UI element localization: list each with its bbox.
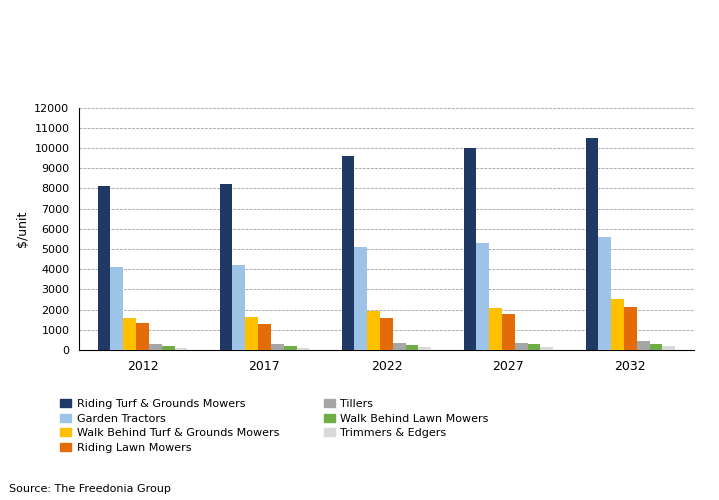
Bar bbox=[296, 348, 309, 350]
Bar bbox=[220, 184, 232, 350]
Bar bbox=[380, 318, 393, 350]
Bar bbox=[162, 346, 175, 350]
Bar bbox=[662, 346, 675, 350]
Bar bbox=[585, 138, 598, 350]
Bar bbox=[245, 316, 258, 350]
Bar bbox=[393, 343, 406, 350]
Bar bbox=[464, 148, 477, 350]
Y-axis label: $/unit: $/unit bbox=[16, 210, 29, 247]
Bar bbox=[477, 243, 489, 350]
Bar bbox=[136, 322, 149, 350]
Bar bbox=[354, 247, 367, 350]
Bar bbox=[624, 306, 637, 350]
Bar bbox=[637, 341, 650, 350]
Bar bbox=[284, 346, 296, 350]
Bar bbox=[528, 344, 541, 350]
Bar bbox=[489, 308, 502, 350]
Bar bbox=[650, 344, 662, 350]
Bar bbox=[98, 186, 111, 350]
Text: Figure 3-7.
Selected Power Lawn & Garden Equipment Pricing,
2012, 2017, 2022, 20: Figure 3-7. Selected Power Lawn & Garden… bbox=[9, 4, 309, 70]
Bar bbox=[271, 344, 284, 350]
Bar bbox=[598, 237, 611, 350]
Bar bbox=[149, 344, 162, 350]
Bar bbox=[418, 347, 431, 350]
Bar bbox=[258, 324, 271, 350]
Text: Source: The Freedonia Group: Source: The Freedonia Group bbox=[9, 484, 170, 494]
Bar bbox=[502, 314, 515, 350]
Bar bbox=[111, 267, 123, 350]
Bar bbox=[342, 156, 354, 350]
Bar bbox=[541, 347, 553, 350]
Bar bbox=[515, 343, 528, 350]
Bar bbox=[406, 345, 418, 350]
Bar bbox=[232, 265, 245, 350]
Bar bbox=[123, 318, 136, 350]
Text: Freedonia: Freedonia bbox=[595, 84, 660, 97]
Legend: Riding Turf & Grounds Mowers, Garden Tractors, Walk Behind Turf & Grounds Mowers: Riding Turf & Grounds Mowers, Garden Tra… bbox=[60, 399, 489, 452]
Bar bbox=[175, 348, 188, 350]
Bar bbox=[611, 300, 624, 350]
Bar bbox=[367, 310, 380, 350]
